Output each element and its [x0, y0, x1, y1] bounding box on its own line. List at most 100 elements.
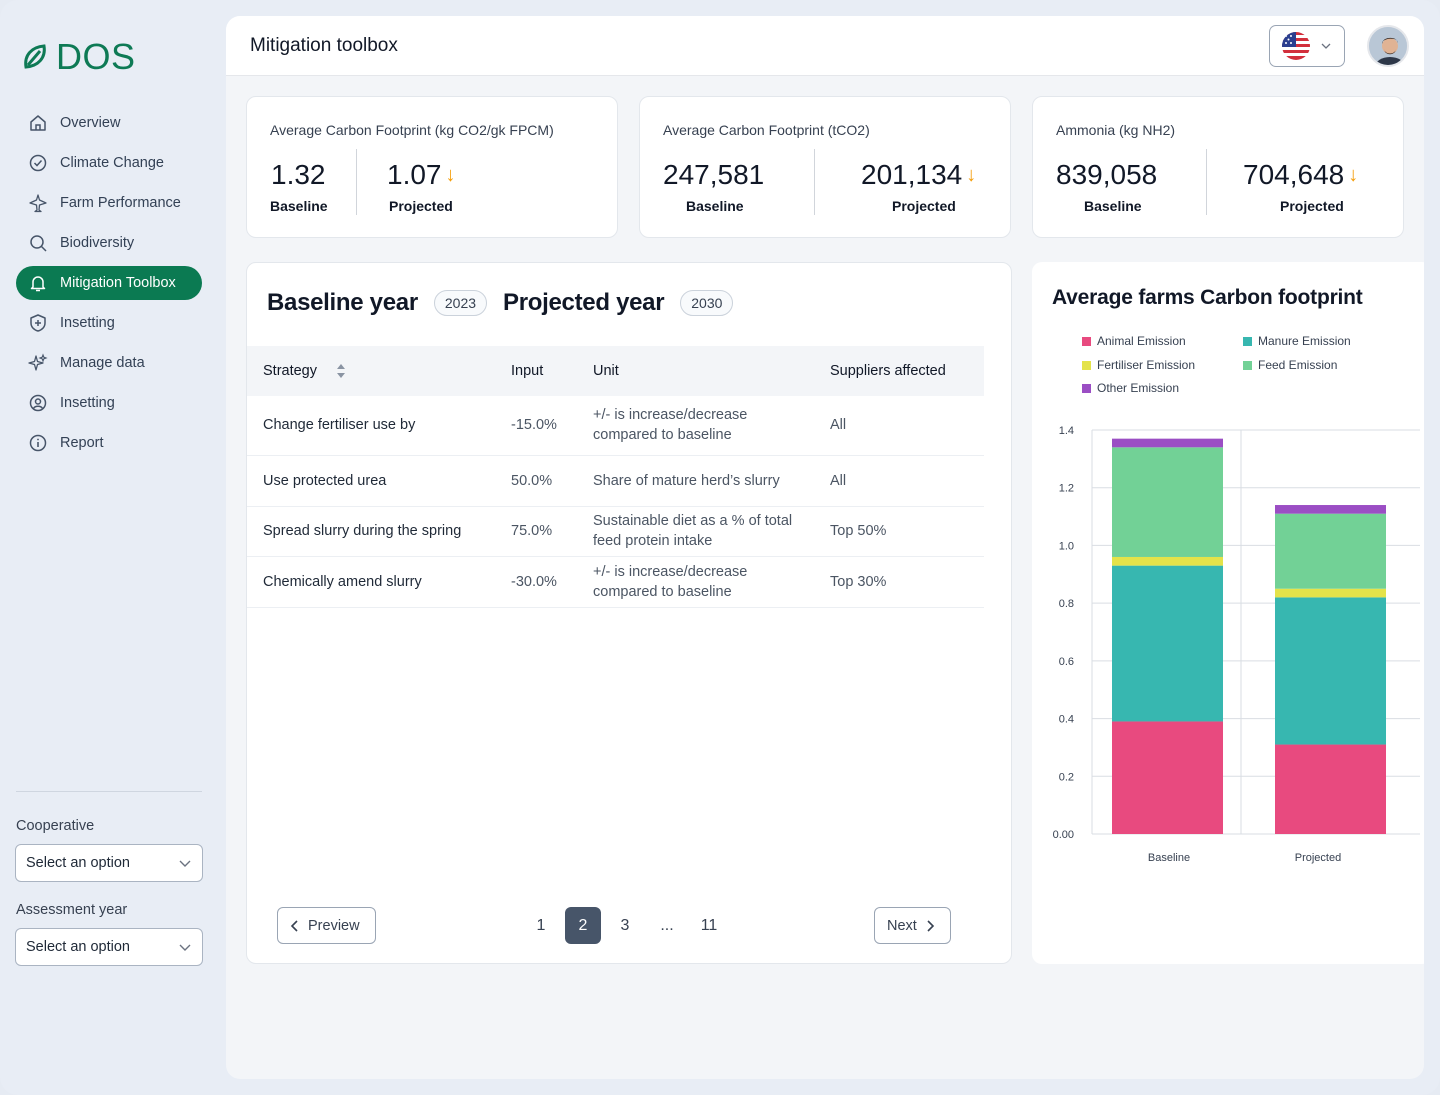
y-tick-label: 1.2 — [1059, 483, 1074, 495]
cell-suppliers: All — [830, 455, 984, 507]
table-row[interactable]: Chemically amend slurry -30.0% +/- is incr… — [247, 556, 984, 608]
sidebar-item-report[interactable]: Report — [16, 426, 202, 460]
page-button[interactable]: 11 — [700, 916, 718, 934]
sidebar-item-label: Report — [60, 435, 104, 451]
search-icon — [28, 233, 48, 253]
cell-unit: Sustainable diet as a % of total feed pr… — [593, 506, 830, 557]
bar-segment — [1112, 438, 1223, 448]
avatar[interactable] — [1367, 25, 1409, 67]
pagination-ellipsis: ... — [660, 916, 674, 934]
kpi-baseline-label: Baseline — [686, 198, 744, 214]
sidebar-item-climate-change[interactable]: Climate Change — [16, 146, 202, 180]
page-button[interactable]: 1 — [536, 916, 546, 934]
kpi-baseline-label: Baseline — [270, 198, 328, 214]
sidebar-item-label: Climate Change — [60, 155, 164, 171]
bar-segment — [1112, 556, 1223, 566]
kpi-separator — [1206, 149, 1207, 215]
kpi-baseline-value: 247,581 — [663, 159, 764, 191]
kpi-projected-number: 1.07 — [387, 159, 442, 190]
bell-icon — [28, 273, 48, 293]
main-panel: Mitigation toolbox — [226, 16, 1424, 1079]
cooperative-select-value: Select an option — [26, 855, 130, 871]
cell-strategy: Spread slurry during the spring — [247, 506, 511, 557]
baseline-year-pill[interactable]: 2023 — [433, 290, 488, 316]
cell-unit: +/- is increase/decrease compared to bas… — [593, 556, 830, 608]
stacked-bar-chart: 0.00 0.2 0.4 0.6 0.8 1.0 1.2 1.4 Baseline Project… — [1053, 425, 1420, 864]
user-circle-icon — [28, 393, 48, 413]
legend-item[interactable]: Fertiliser Emission — [1082, 358, 1195, 372]
us-flag-icon — [1282, 32, 1310, 60]
page-button[interactable]: 2 — [565, 907, 601, 944]
chart-title: Average farms Carbon footprint — [1052, 286, 1363, 309]
legend-item[interactable]: Feed Emission — [1243, 358, 1337, 372]
preview-button[interactable]: Preview — [277, 907, 376, 944]
legend-swatch — [1082, 360, 1091, 370]
kpi-card-carbon-intensity: Average Carbon Footprint (kg CO2/gk FPCM… — [246, 96, 618, 238]
y-tick-label: 1.0 — [1059, 540, 1074, 552]
sidebar-item-manage-data[interactable]: Manage data — [16, 346, 202, 380]
page-title: Mitigation toolbox — [250, 35, 398, 56]
logo-text: DOS — [56, 36, 136, 77]
sidebar-item-mitigation-toolbox[interactable]: Mitigation Toolbox — [16, 266, 202, 300]
projected-year-pill[interactable]: 2030 — [680, 290, 734, 316]
cell-unit: +/- is increase/decrease compared to bas… — [593, 396, 830, 456]
cooperative-select[interactable]: Select an option — [15, 844, 203, 882]
sidebar-item-overview[interactable]: Overview — [16, 106, 202, 140]
legend-item[interactable]: Other Emission — [1082, 381, 1179, 395]
kpi-separator — [356, 149, 357, 215]
legend-swatch — [1243, 360, 1252, 370]
legend-swatch — [1082, 336, 1091, 346]
kpi-title: Average Carbon Footprint (tCO2) — [663, 122, 870, 138]
home-icon — [28, 113, 48, 133]
plane-icon — [28, 193, 48, 213]
assessment-year-select-value: Select an option — [26, 939, 130, 955]
table-row[interactable]: Use protected urea 50.0% Share of mature h… — [247, 455, 984, 507]
cell-input: -15.0% — [511, 396, 593, 456]
column-header-suppliers: Suppliers affected — [830, 363, 946, 379]
kpi-projected-number: 704,648 — [1243, 159, 1345, 190]
assessment-year-select[interactable]: Select an option — [15, 928, 203, 966]
x-tick-label: Projected — [1295, 852, 1341, 864]
logo[interactable]: DOS — [20, 36, 136, 78]
sort-icon[interactable] — [335, 361, 347, 381]
legend-label: Manure Emission — [1258, 334, 1351, 348]
sidebar-item-insetting[interactable]: Insetting — [16, 386, 202, 420]
check-circle-icon — [28, 153, 48, 173]
column-header-input: Input — [511, 363, 544, 379]
language-selector[interactable] — [1269, 25, 1345, 67]
y-tick-label: 0.00 — [1053, 829, 1074, 841]
sidebar-item-farm-performance[interactable]: Farm Performance — [16, 186, 202, 220]
kpi-baseline-number: 1.32 — [271, 159, 326, 190]
sidebar-item-biodiversity[interactable]: Biodiversity — [16, 226, 202, 260]
legend-swatch — [1082, 383, 1091, 393]
kpi-baseline-number: 839,058 — [1056, 159, 1158, 190]
next-button[interactable]: Next — [874, 907, 951, 944]
legend-label: Fertiliser Emission — [1097, 358, 1196, 372]
y-tick-label: 0.2 — [1059, 771, 1074, 783]
column-header-unit: Unit — [593, 363, 619, 379]
table-row[interactable]: Change fertiliser use by -15.0% +/- is inc… — [247, 396, 984, 456]
table-row[interactable]: Spread slurry during the spring 75.0% Sust… — [247, 506, 984, 557]
sidebar-item-label: Biodiversity — [60, 235, 135, 251]
legend-item[interactable]: Animal Emission — [1082, 334, 1186, 348]
kpi-baseline-value: 839,058 — [1056, 159, 1157, 191]
cell-strategy: Chemically amend slurry — [247, 556, 511, 608]
chevron-right-icon — [927, 919, 934, 932]
kpi-projected-label: Projected — [892, 198, 956, 214]
sidebar-item-insetting[interactable]: Insetting — [16, 306, 202, 340]
assessment-year-label: Assessment year — [16, 902, 128, 918]
top-bar: Mitigation toolbox — [226, 16, 1424, 76]
legend-item[interactable]: Manure Emission — [1243, 334, 1351, 348]
cell-unit: Share of mature herd’s slurry — [593, 455, 830, 507]
column-header-strategy[interactable]: Strategy — [247, 346, 511, 396]
legend-label: Feed Emission — [1258, 358, 1338, 372]
sidebar-item-label: Insetting — [60, 395, 115, 411]
leaf-logo-icon — [24, 44, 46, 69]
table-header-row: Strategy Input Unit Suppliers affected — [247, 346, 984, 396]
cell-suppliers: Top 30% — [830, 556, 984, 608]
cell-input: -30.0% — [511, 556, 593, 608]
y-tick-label: 0.6 — [1059, 656, 1074, 668]
sidebar-nav: Overview Climate Change Farm Performance Bi… — [16, 106, 202, 466]
y-tick-label: 1.4 — [1059, 425, 1074, 437]
page-button[interactable]: 3 — [620, 916, 630, 934]
